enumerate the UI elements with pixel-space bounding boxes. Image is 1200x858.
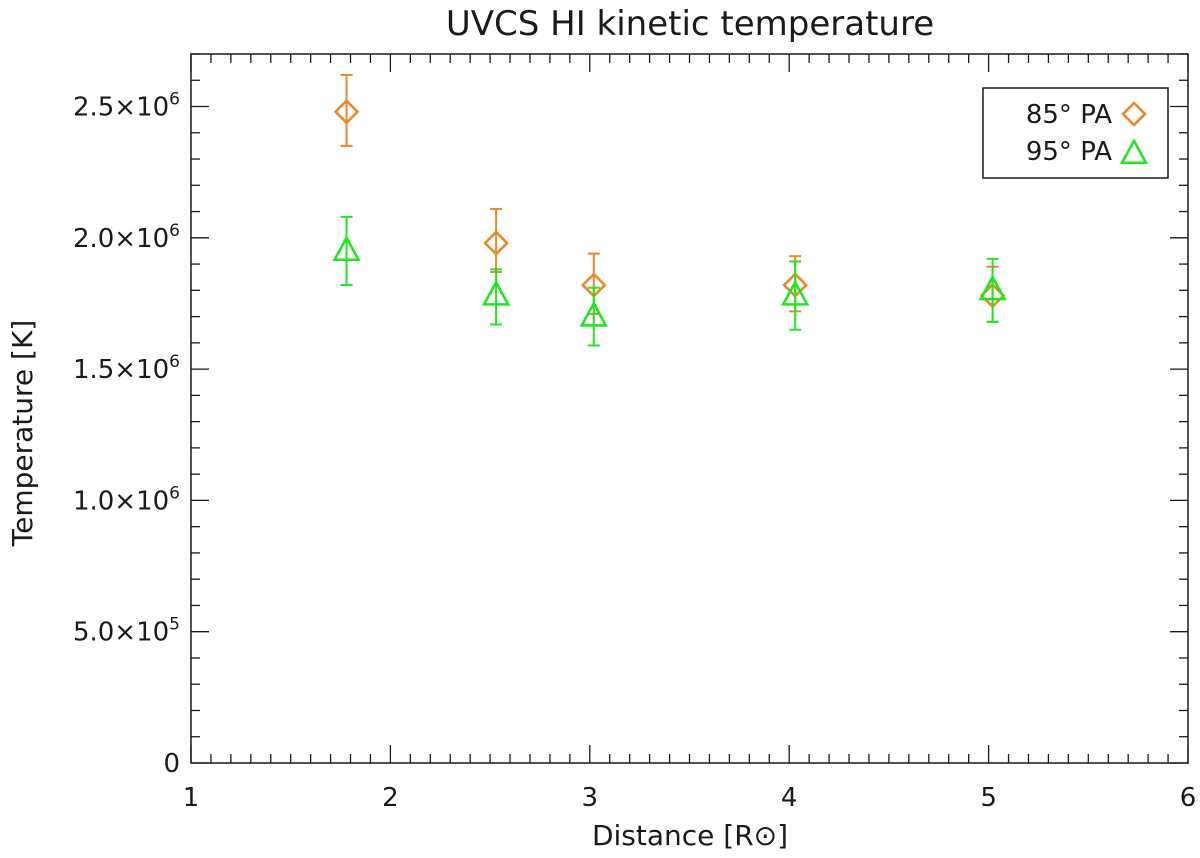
legend-marker-triangle <box>1119 138 1149 165</box>
x-tick-label: 2 <box>382 783 399 813</box>
data-point-triangle <box>780 279 810 306</box>
legend-marker-diamond <box>1121 101 1147 127</box>
legend-label-95-pa: 95° PA <box>1026 137 1112 167</box>
data-point-triangle <box>978 274 1007 301</box>
data-point-diamond <box>333 98 360 125</box>
y-tick-label: 2.5×106 <box>73 90 180 123</box>
y-tick-label: 5.0×105 <box>73 615 180 648</box>
x-tick-label: 5 <box>980 783 997 813</box>
x-axis-label: Distance [R⊙] <box>592 819 788 852</box>
y-tick-label: 1.5×106 <box>73 352 180 385</box>
legend: 85° PA 95° PA <box>982 87 1169 179</box>
legend-label-85-pa: 85° PA <box>1026 100 1112 130</box>
x-tick-label: 6 <box>1180 783 1197 813</box>
data-point-triangle <box>579 300 608 327</box>
y-tick-label: 0 <box>163 749 180 779</box>
series-85-pa <box>333 74 1006 323</box>
series-95-pa <box>332 215 1007 347</box>
x-tick-label: 4 <box>781 783 798 813</box>
data-point-triangle <box>481 279 511 306</box>
data-point-diamond <box>483 230 509 256</box>
chart-title: UVCS HI kinetic temperature <box>446 4 934 44</box>
y-tick-label: 2.0×106 <box>73 221 180 254</box>
y-axis-label: Temperature [K] <box>6 320 39 547</box>
x-tick-label: 1 <box>183 783 200 813</box>
data-point-triangle <box>332 235 361 262</box>
axis-ticks: 1 2 3 4 5 6 0 5.0×105 1.0×106 1.5×106 2.0×106 2.5×1… <box>73 53 1197 813</box>
x-tick-label: 3 <box>582 783 599 813</box>
y-tick-label: 1.0×106 <box>73 483 180 516</box>
data-marks <box>332 74 1007 347</box>
